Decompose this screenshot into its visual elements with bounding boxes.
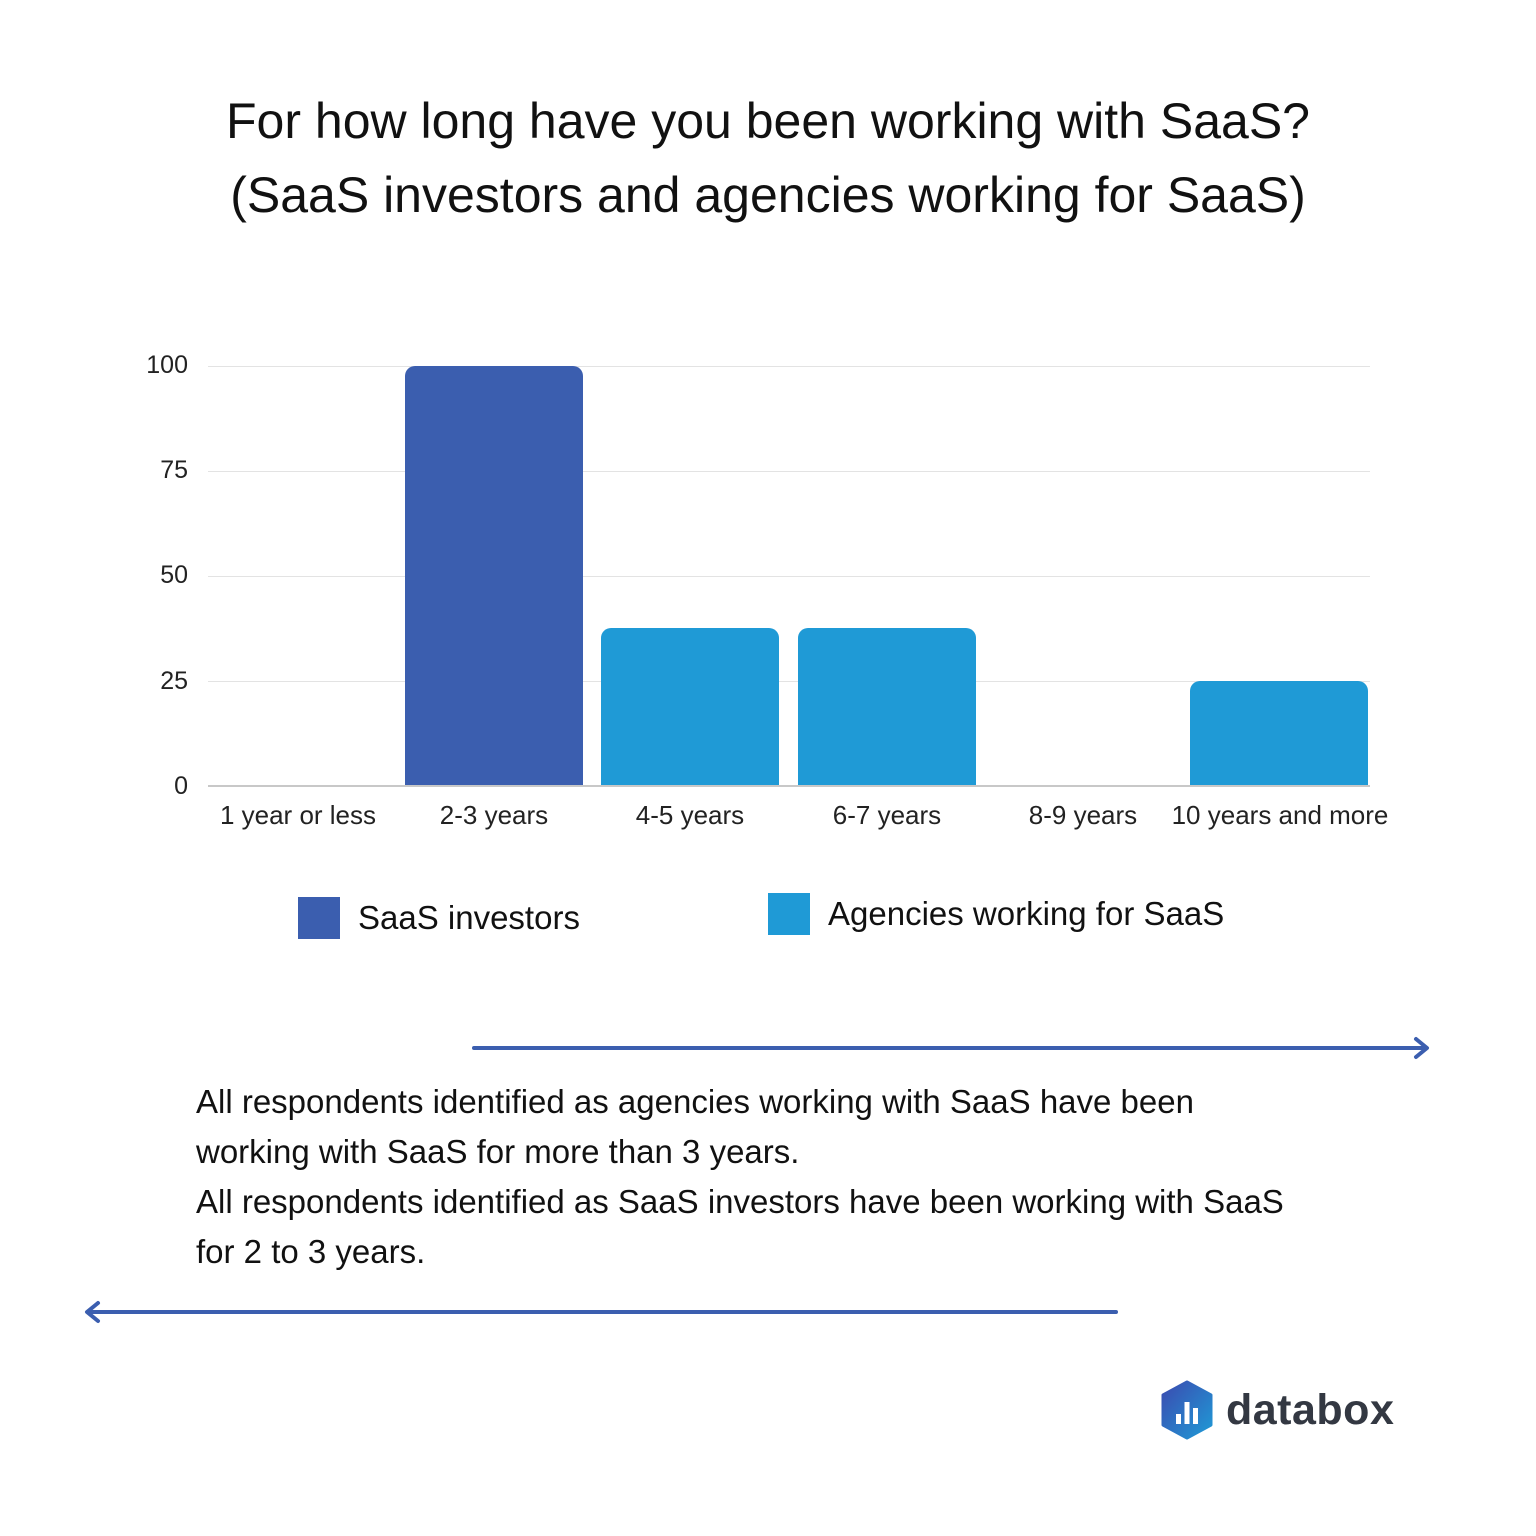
legend-swatch-agencies xyxy=(768,893,810,935)
y-tick-50: 50 xyxy=(160,561,188,589)
legend-label-agencies: Agencies working for SaaS xyxy=(828,895,1225,932)
databox-logo: databox xyxy=(1160,1380,1394,1440)
x-label-4-5-years: 4-5 years xyxy=(635,800,745,830)
y-tick-0: 0 xyxy=(174,772,188,800)
gridline-25 xyxy=(208,681,1370,682)
legend-label-investors: SaaS investors xyxy=(358,899,580,936)
legend-swatch-investors xyxy=(298,897,340,939)
arrow-right-icon xyxy=(472,1037,1429,1059)
databox-hexagon-icon xyxy=(1161,1380,1213,1440)
y-tick-25: 25 xyxy=(160,667,188,695)
summary-note: All respondents identified as agencies w… xyxy=(196,1077,1396,1277)
x-label-1-year-or-less: 1 year or less xyxy=(219,800,377,830)
summary-note-line-1: All respondents identified as agencies w… xyxy=(196,1083,1194,1120)
summary-note-line-3: All respondents identified as SaaS inves… xyxy=(196,1183,1284,1220)
legend-item-investors: SaaS investors xyxy=(298,897,580,939)
gridline-50 xyxy=(208,576,1370,577)
y-tick-100: 100 xyxy=(146,351,188,379)
chart-title-line-2: (SaaS investors and agencies working for… xyxy=(230,167,1306,223)
bar-6-7-years-agencies xyxy=(798,628,976,786)
x-label-6-7-years: 6-7 years xyxy=(832,800,942,830)
bar-10-plus-years-agencies xyxy=(1190,681,1368,786)
databox-logo-text: databox xyxy=(1226,1385,1395,1434)
arrow-left-icon xyxy=(85,1301,1118,1323)
bar-2-3-years-investors xyxy=(405,366,583,786)
legend-item-agencies: Agencies working for SaaS xyxy=(768,893,1224,935)
summary-note-line-2: working with SaaS for more than 3 years. xyxy=(196,1133,800,1170)
gridline-100 xyxy=(208,366,1370,367)
chart-title: For how long have you been working with … xyxy=(0,84,1536,232)
chart-title-line-1: For how long have you been working with … xyxy=(226,93,1310,149)
bar-4-5-years-agencies xyxy=(601,628,779,786)
summary-note-line-4: for 2 to 3 years. xyxy=(196,1233,426,1270)
x-axis-line xyxy=(208,785,1370,787)
x-label-10-years-and-more: 10 years and more xyxy=(1171,800,1389,830)
x-label-2-3-years: 2-3 years xyxy=(439,800,549,830)
x-label-8-9-years: 8-9 years xyxy=(1028,800,1138,830)
gridline-75 xyxy=(208,471,1370,472)
y-tick-75: 75 xyxy=(160,456,188,484)
plot-area xyxy=(208,366,1370,787)
